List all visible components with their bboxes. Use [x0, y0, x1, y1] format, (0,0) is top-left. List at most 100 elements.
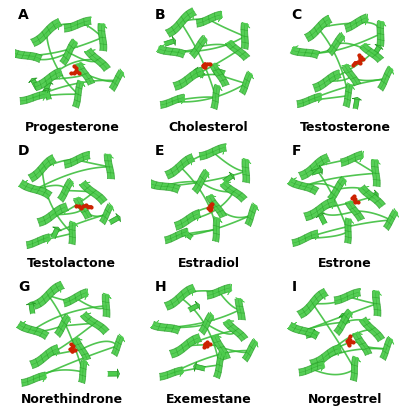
Polygon shape [148, 180, 180, 193]
Text: A: A [18, 8, 29, 22]
Polygon shape [211, 85, 221, 110]
Text: C: C [291, 8, 301, 22]
Polygon shape [377, 21, 384, 46]
Polygon shape [210, 63, 229, 87]
Polygon shape [63, 289, 88, 307]
Text: E: E [155, 144, 164, 158]
Polygon shape [359, 185, 385, 208]
Polygon shape [214, 352, 225, 379]
Text: Norethindrone: Norethindrone [21, 393, 123, 406]
Polygon shape [342, 65, 361, 86]
Polygon shape [166, 8, 196, 37]
Polygon shape [297, 289, 328, 318]
Polygon shape [374, 190, 378, 198]
Polygon shape [304, 198, 336, 221]
Polygon shape [64, 17, 91, 32]
Polygon shape [319, 166, 323, 174]
Polygon shape [375, 45, 383, 50]
Polygon shape [158, 45, 186, 58]
Polygon shape [367, 192, 377, 200]
Polygon shape [288, 322, 319, 339]
Polygon shape [372, 291, 381, 316]
Polygon shape [239, 72, 252, 95]
Polygon shape [299, 154, 330, 180]
Polygon shape [164, 39, 174, 46]
Polygon shape [360, 44, 384, 62]
Polygon shape [372, 46, 381, 56]
Polygon shape [211, 335, 230, 360]
Polygon shape [31, 79, 40, 90]
Polygon shape [199, 313, 214, 335]
Polygon shape [80, 181, 107, 204]
Text: Estradiol: Estradiol [178, 257, 239, 270]
Polygon shape [108, 372, 118, 376]
Polygon shape [288, 178, 319, 195]
Text: I: I [291, 280, 296, 294]
Polygon shape [118, 369, 120, 378]
Polygon shape [55, 314, 70, 337]
Polygon shape [160, 94, 184, 108]
Polygon shape [305, 332, 316, 338]
Text: B: B [155, 8, 166, 22]
Polygon shape [328, 177, 346, 202]
Polygon shape [241, 23, 249, 49]
Polygon shape [242, 159, 250, 183]
Polygon shape [384, 210, 398, 230]
Text: Testosterone: Testosterone [300, 121, 391, 134]
Polygon shape [58, 179, 73, 202]
Polygon shape [353, 332, 372, 355]
Polygon shape [45, 81, 53, 84]
Polygon shape [313, 70, 341, 92]
Polygon shape [116, 214, 121, 222]
Polygon shape [341, 151, 363, 166]
Polygon shape [73, 198, 92, 219]
Text: H: H [155, 280, 166, 294]
Text: Norgestrel: Norgestrel [308, 393, 382, 406]
Polygon shape [34, 68, 63, 90]
Polygon shape [221, 181, 247, 202]
Polygon shape [169, 334, 201, 358]
Polygon shape [292, 230, 319, 246]
Polygon shape [229, 172, 235, 180]
Polygon shape [60, 39, 77, 65]
Polygon shape [174, 210, 201, 230]
Polygon shape [378, 67, 393, 91]
Polygon shape [64, 151, 90, 168]
Polygon shape [28, 155, 56, 182]
Polygon shape [193, 362, 197, 371]
Polygon shape [29, 304, 35, 314]
Polygon shape [196, 11, 221, 27]
Polygon shape [85, 48, 110, 71]
Polygon shape [109, 216, 119, 224]
Polygon shape [79, 360, 87, 384]
Polygon shape [245, 204, 257, 226]
Polygon shape [69, 222, 75, 245]
Polygon shape [104, 155, 114, 179]
Polygon shape [53, 227, 61, 231]
Polygon shape [100, 204, 113, 225]
Text: Testolactone: Testolactone [28, 257, 116, 270]
Polygon shape [26, 234, 50, 249]
Polygon shape [226, 40, 250, 60]
Polygon shape [327, 33, 344, 55]
Polygon shape [207, 284, 231, 299]
Polygon shape [172, 37, 176, 45]
Polygon shape [21, 372, 46, 386]
Polygon shape [20, 91, 46, 104]
Polygon shape [214, 66, 217, 75]
Polygon shape [224, 320, 248, 342]
Polygon shape [297, 93, 321, 108]
Text: D: D [18, 144, 30, 158]
Polygon shape [190, 36, 207, 58]
Polygon shape [304, 15, 332, 41]
Polygon shape [339, 313, 347, 317]
Polygon shape [112, 335, 123, 357]
Polygon shape [299, 362, 324, 376]
Polygon shape [109, 70, 124, 91]
Polygon shape [314, 329, 317, 338]
Text: F: F [291, 144, 301, 158]
Polygon shape [359, 317, 384, 342]
Polygon shape [195, 364, 206, 371]
Polygon shape [334, 309, 352, 335]
Text: G: G [18, 280, 30, 294]
